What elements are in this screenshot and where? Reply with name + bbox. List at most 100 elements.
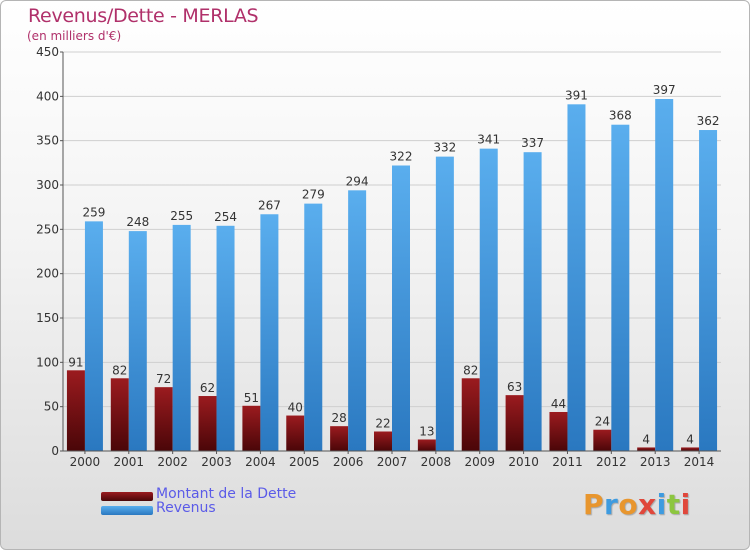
bar-dette-2010 bbox=[505, 395, 524, 451]
bar-revenus-2008 bbox=[435, 156, 454, 452]
value-label-revenus-2009: 341 bbox=[477, 133, 500, 147]
value-label-dette-2002: 72 bbox=[156, 372, 171, 386]
value-label-revenus-2008: 332 bbox=[433, 141, 456, 155]
value-label-dette-2013: 4 bbox=[642, 432, 650, 446]
value-label-revenus-2012: 368 bbox=[609, 109, 632, 123]
bars bbox=[66, 98, 718, 452]
value-label-dette-2003: 62 bbox=[200, 381, 215, 395]
value-labels: 91 259 82 248 72 255 62 254 51 267 40 279 28 294 22 322… bbox=[68, 83, 719, 446]
x-tick-label: 2006 bbox=[333, 455, 364, 469]
legend-swatch-dette bbox=[101, 492, 153, 501]
value-label-revenus-2007: 322 bbox=[390, 149, 413, 163]
value-label-revenus-2003: 254 bbox=[214, 210, 237, 224]
y-tick-label: 350 bbox=[36, 134, 59, 148]
value-label-revenus-2010: 337 bbox=[521, 136, 544, 150]
y-tick-label: 50 bbox=[44, 400, 59, 414]
x-tick-label: 2013 bbox=[640, 455, 671, 469]
bar-dette-2000 bbox=[66, 370, 85, 451]
value-label-dette-2012: 24 bbox=[595, 415, 610, 429]
logo-letter: i bbox=[680, 488, 691, 521]
value-label-revenus-2005: 279 bbox=[302, 188, 325, 202]
x-tick-label: 2000 bbox=[70, 455, 101, 469]
x-tick-label: 2008 bbox=[421, 455, 452, 469]
logo-letter: t bbox=[666, 488, 681, 521]
logo-letter: P bbox=[583, 488, 605, 521]
bar-revenus-2010 bbox=[523, 152, 542, 451]
value-label-dette-2008: 13 bbox=[419, 424, 434, 438]
bar-dette-2011 bbox=[549, 411, 568, 451]
value-label-revenus-2013: 397 bbox=[653, 83, 676, 97]
bar-revenus-2007 bbox=[392, 165, 410, 451]
x-tick-label: 2001 bbox=[114, 455, 145, 469]
bar-dette-2003 bbox=[198, 396, 217, 451]
x-tick-label: 2014 bbox=[684, 455, 715, 469]
y-tick-label: 100 bbox=[36, 355, 59, 369]
bar-dette-2004 bbox=[242, 405, 261, 451]
chart-title: Revenus/Dette - MERLAS bbox=[28, 5, 259, 27]
x-tick-label: 2007 bbox=[377, 455, 408, 469]
bar-dette-2008 bbox=[417, 439, 436, 451]
value-label-dette-2014: 4 bbox=[686, 432, 694, 446]
legend-label-dette: Montant de la Dette bbox=[156, 486, 297, 502]
value-label-dette-2005: 40 bbox=[288, 401, 303, 415]
y-tick-label: 400 bbox=[36, 89, 59, 103]
value-label-revenus-2004: 267 bbox=[258, 198, 281, 212]
x-tick-label: 2002 bbox=[157, 455, 188, 469]
x-tick-label: 2004 bbox=[245, 455, 276, 469]
bar-revenus-2003 bbox=[216, 225, 235, 451]
bar-revenus-2000 bbox=[84, 221, 103, 451]
x-tick-label: 2005 bbox=[289, 455, 320, 469]
legend-label-revenus: Revenus bbox=[156, 500, 216, 516]
bar-revenus-2011 bbox=[567, 104, 586, 452]
bar-revenus-2005 bbox=[304, 203, 323, 451]
x-tick-label: 2003 bbox=[201, 455, 232, 469]
y-tick-label: 300 bbox=[36, 178, 59, 192]
x-tick-label: 2010 bbox=[508, 455, 539, 469]
value-label-revenus-2006: 294 bbox=[346, 174, 369, 188]
value-label-dette-2000: 91 bbox=[68, 355, 83, 369]
y-tick-label: 0 bbox=[51, 444, 59, 458]
value-label-dette-2009: 82 bbox=[463, 363, 478, 377]
value-label-revenus-2011: 391 bbox=[565, 88, 588, 102]
value-label-revenus-2001: 248 bbox=[126, 215, 149, 229]
x-tick-label: 2011 bbox=[552, 455, 583, 469]
bar-dette-2002 bbox=[154, 387, 173, 451]
x-tick-label: 2012 bbox=[596, 455, 627, 469]
logo-letter: r bbox=[604, 488, 619, 521]
value-label-revenus-2002: 255 bbox=[170, 209, 193, 223]
logo-letter: x bbox=[638, 488, 657, 521]
bar-revenus-2013 bbox=[655, 98, 674, 451]
value-label-dette-2010: 63 bbox=[507, 380, 522, 394]
value-label-dette-2011: 44 bbox=[551, 397, 566, 411]
value-label-dette-2004: 51 bbox=[244, 391, 259, 405]
value-label-dette-2001: 82 bbox=[112, 363, 127, 377]
logo-letter: o bbox=[618, 488, 639, 521]
bar-dette-2001 bbox=[110, 378, 129, 451]
proxiti-logo: Proxiti bbox=[583, 488, 691, 521]
axes: 0 50 100 150 200 250 300 350 400 450 2000 2001 2002 2… bbox=[36, 45, 721, 469]
x-tick-label: 2009 bbox=[464, 455, 495, 469]
logo-letter: i bbox=[656, 488, 667, 521]
value-label-revenus-2000: 259 bbox=[82, 205, 105, 219]
value-label-dette-2007: 22 bbox=[375, 416, 390, 430]
bar-dette-2005 bbox=[286, 415, 305, 451]
legend-swatch-revenus bbox=[101, 506, 153, 515]
bar-dette-2006 bbox=[330, 426, 349, 451]
value-label-revenus-2014: 362 bbox=[697, 114, 720, 128]
bar-revenus-2002 bbox=[172, 224, 191, 451]
bar-dette-2012 bbox=[593, 429, 612, 451]
value-label-dette-2006: 28 bbox=[331, 411, 346, 425]
bar-revenus-2014 bbox=[699, 130, 718, 451]
bar-revenus-2012 bbox=[611, 124, 630, 451]
chart-subtitle: (en milliers d'€) bbox=[27, 29, 122, 43]
y-tick-label: 250 bbox=[36, 222, 59, 236]
bar-revenus-2006 bbox=[348, 190, 367, 451]
bar-dette-2007 bbox=[374, 431, 392, 451]
y-tick-label: 450 bbox=[36, 45, 59, 59]
bar-dette-2014 bbox=[681, 447, 700, 451]
bar-dette-2009 bbox=[461, 378, 480, 451]
bar-revenus-2001 bbox=[128, 231, 147, 451]
bar-revenus-2009 bbox=[479, 148, 498, 451]
